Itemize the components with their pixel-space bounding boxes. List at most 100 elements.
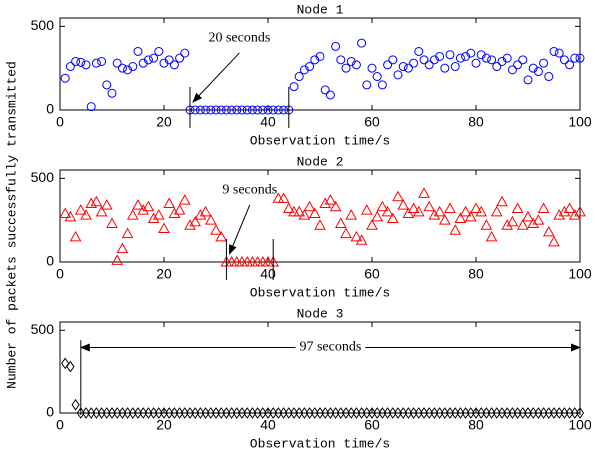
data-point [511, 202, 524, 213]
x-tick-label: 100 [568, 114, 592, 130]
data-point [355, 234, 368, 245]
data-point [414, 46, 424, 56]
data-point [449, 224, 462, 235]
data-point [61, 357, 70, 370]
data-point [471, 58, 481, 68]
data-point [397, 199, 410, 210]
data-point [142, 200, 155, 212]
data-point [381, 205, 394, 217]
x-axis-label: Observation time/s [250, 436, 390, 451]
x-tick-label: 0 [56, 114, 64, 130]
data-point [159, 58, 169, 68]
data-point [440, 63, 450, 73]
data-point [107, 88, 117, 98]
data-point [279, 105, 289, 115]
data-point [86, 102, 96, 112]
annotation-arrow [192, 52, 240, 103]
data-point [320, 85, 330, 95]
data-point [210, 224, 222, 235]
data-point [64, 210, 77, 222]
data-point [65, 62, 75, 72]
data-point [360, 204, 373, 215]
y-tick-label: 0 [46, 404, 54, 420]
data-point [438, 214, 451, 225]
data-point [559, 55, 569, 65]
data-point [575, 407, 585, 419]
annotation-bg [295, 339, 366, 355]
data-point [466, 48, 476, 58]
y-tick-label: 500 [31, 17, 55, 33]
data-point [574, 205, 586, 217]
annotation-text: 20 seconds [208, 30, 270, 45]
data-point [169, 60, 179, 70]
x-tick-label: 40 [260, 114, 276, 130]
data-point [123, 65, 133, 75]
x-tick-label: 40 [260, 417, 276, 433]
data-point [445, 50, 455, 60]
data-point [206, 105, 216, 115]
x-tick-label: 20 [156, 417, 172, 433]
y-tick-label: 0 [46, 253, 54, 269]
data-point [268, 105, 278, 115]
data-point [168, 207, 181, 218]
data-point [575, 53, 585, 63]
data-point [475, 205, 488, 217]
data-point [60, 73, 70, 83]
data-point [293, 205, 306, 217]
data-point [362, 80, 372, 90]
data-point [95, 205, 108, 217]
data-point [331, 41, 341, 51]
data-point [258, 105, 268, 115]
axes-box [59, 321, 581, 414]
data-point [334, 217, 347, 229]
data-point [277, 192, 290, 203]
data-point [190, 105, 200, 115]
x-tick-label: 100 [568, 266, 592, 282]
data-point [232, 105, 242, 115]
data-point [346, 56, 356, 66]
data-point [116, 242, 129, 254]
data-point [402, 207, 415, 218]
data-point [102, 80, 112, 90]
data-point [490, 205, 503, 217]
data-point [324, 194, 337, 205]
data-point [496, 195, 508, 207]
data-point [253, 105, 263, 115]
data-point [464, 210, 477, 222]
data-point [194, 209, 207, 220]
y-axis-label: Number of packets successfully transmitt… [4, 61, 19, 389]
data-point [227, 105, 237, 115]
data-point [516, 219, 529, 230]
data-point [237, 105, 247, 115]
data-point [216, 105, 226, 115]
x-tick-label: 40 [260, 266, 276, 282]
data-point [158, 222, 170, 234]
x-tick-label: 60 [364, 114, 380, 130]
data-point [71, 56, 81, 66]
data-point [548, 235, 560, 247]
data-point [533, 67, 543, 77]
data-point [173, 204, 186, 215]
data-point [184, 219, 196, 230]
data-point [76, 57, 86, 67]
data-point [470, 202, 482, 213]
data-point [506, 215, 519, 227]
data-point [112, 58, 122, 68]
data-point [371, 210, 384, 222]
data-point [455, 53, 465, 63]
data-point [66, 360, 75, 373]
chart-title: Node 1 [297, 2, 344, 17]
data-point [242, 105, 252, 115]
x-tick-label: 20 [156, 114, 172, 130]
data-point [81, 60, 91, 70]
data-point [319, 197, 332, 208]
data-point [111, 254, 124, 265]
data-point [195, 105, 205, 115]
data-point [303, 200, 316, 212]
data-point [518, 55, 528, 65]
data-point [553, 209, 566, 220]
data-point [487, 55, 497, 65]
data-point [376, 200, 389, 212]
data-point [528, 63, 538, 73]
